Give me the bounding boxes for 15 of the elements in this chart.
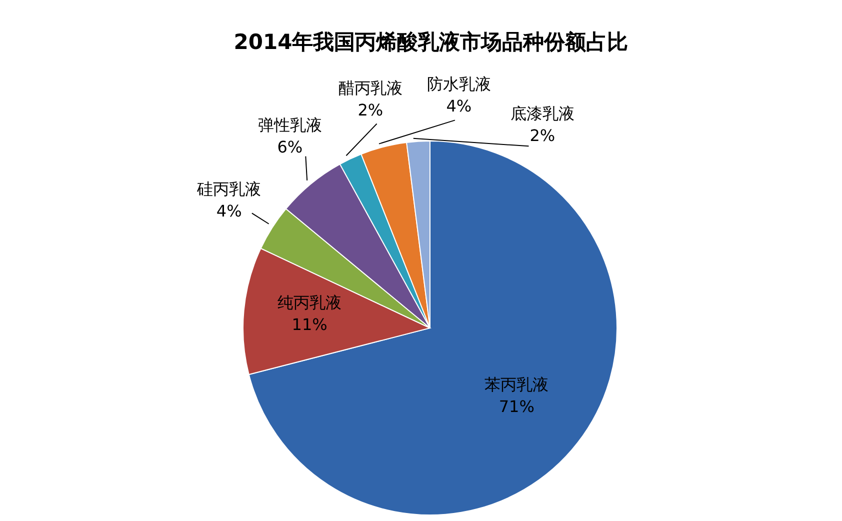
slice-label: 底漆乳液 <box>510 104 574 123</box>
data-label: 4% <box>446 96 472 116</box>
data-label: 2% <box>530 126 556 145</box>
slice-label: 弹性乳液 <box>258 115 322 134</box>
slice-label: 硅丙乳液 <box>196 180 262 199</box>
slice-label: 纯丙乳液 <box>278 293 342 312</box>
data-label: 11% <box>292 315 328 334</box>
data-label: 2% <box>358 100 384 120</box>
data-label: 71% <box>498 397 534 416</box>
slice-label: 苯丙乳液 <box>484 375 549 394</box>
chart-title: 2014年我国丙烯酸乳液市场品种份额占比 <box>232 29 630 56</box>
data-label: 6% <box>277 137 303 156</box>
slice-label: 防水乳液 <box>426 74 491 94</box>
slice-label: 醋丙乳液 <box>338 78 402 98</box>
data-label: 4% <box>216 202 242 221</box>
